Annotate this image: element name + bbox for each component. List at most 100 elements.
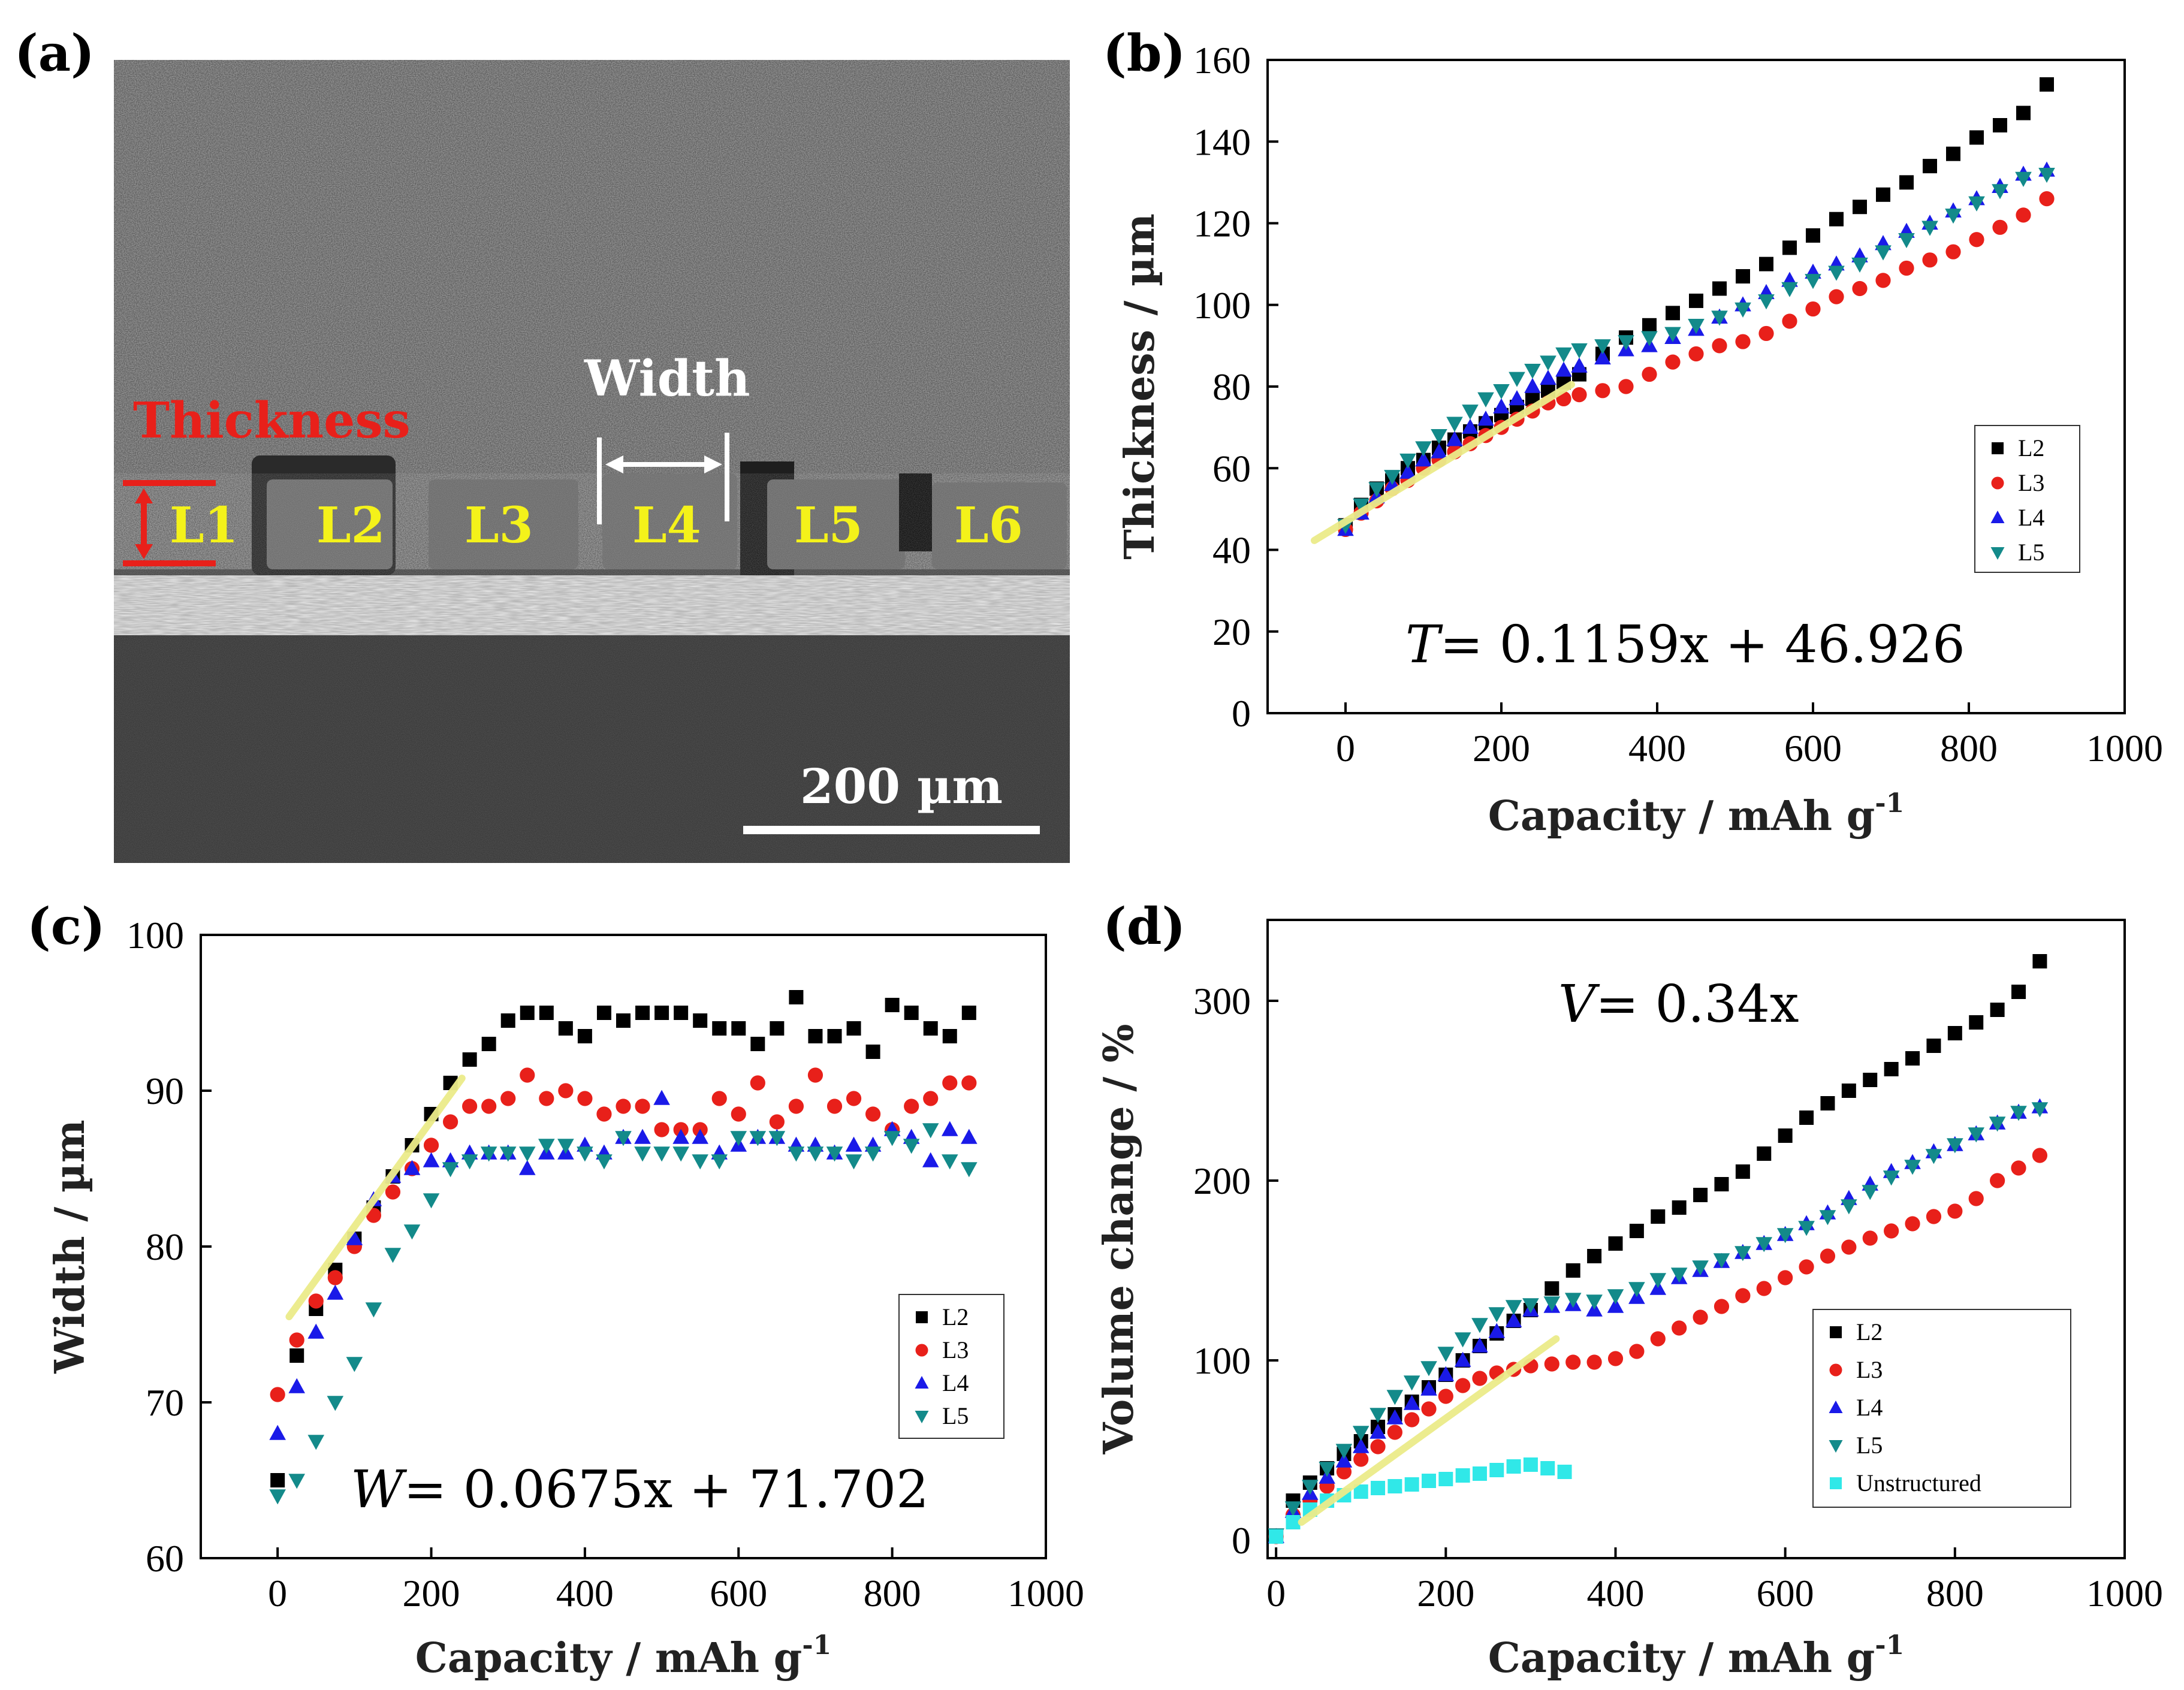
data-point bbox=[1370, 1439, 1386, 1454]
data-point bbox=[1586, 1354, 1602, 1370]
data-point bbox=[1387, 1425, 1402, 1440]
data-point bbox=[1368, 482, 1385, 497]
data-point bbox=[423, 1193, 440, 1209]
y-tick-label: 200 bbox=[1193, 1160, 1251, 1202]
legend-marker bbox=[915, 1376, 929, 1389]
data-point bbox=[731, 1106, 746, 1122]
data-point bbox=[1899, 175, 1914, 190]
data-point bbox=[558, 1021, 573, 1036]
data-point bbox=[1471, 1318, 1488, 1333]
data-point bbox=[789, 990, 804, 1004]
y-tick-label: 20 bbox=[1212, 611, 1251, 653]
data-point bbox=[1422, 1474, 1437, 1488]
data-point bbox=[1454, 1332, 1471, 1348]
data-point bbox=[1545, 1281, 1559, 1296]
data-point bbox=[1431, 443, 1447, 458]
sem-channels bbox=[114, 455, 1070, 581]
y-tick-label: 140 bbox=[1193, 120, 1251, 163]
data-point bbox=[1421, 1401, 1437, 1417]
data-point bbox=[672, 1128, 689, 1144]
data-point bbox=[845, 1136, 862, 1152]
sem-channel-texture bbox=[114, 473, 1070, 581]
data-point bbox=[942, 1075, 958, 1091]
panel-letter: (b) bbox=[1103, 23, 1185, 83]
lane-label-l6: L6 bbox=[954, 497, 1023, 554]
data-point bbox=[2011, 1160, 2026, 1176]
data-point bbox=[1649, 1273, 1667, 1288]
data-point bbox=[1471, 1337, 1488, 1353]
data-point bbox=[1586, 1294, 1603, 1310]
data-point bbox=[1564, 1293, 1582, 1308]
width-label: Width bbox=[584, 350, 750, 408]
data-point bbox=[1672, 1200, 1687, 1215]
data-point bbox=[635, 1006, 650, 1020]
legend: L2 L3 L4 L5 Unstructured bbox=[1812, 1309, 2071, 1508]
data-point bbox=[269, 1425, 286, 1440]
data-point bbox=[1571, 387, 1587, 403]
thickness-arrow-head-down bbox=[135, 544, 153, 559]
width-arrow-head-right bbox=[704, 455, 722, 473]
chart-thickness: (b) 0 200 400 600 800 1000 0 20 40 60 80 100 120 140 16… bbox=[1103, 23, 2163, 840]
data-point bbox=[1992, 219, 2008, 235]
data-point bbox=[1969, 1015, 1984, 1030]
data-point bbox=[577, 1146, 593, 1162]
data-point bbox=[1781, 282, 1798, 297]
data-point bbox=[1506, 1459, 1521, 1474]
data-point bbox=[1607, 1351, 1624, 1366]
data-point bbox=[346, 1357, 363, 1372]
data-point bbox=[1819, 1210, 1836, 1226]
data-point bbox=[1945, 209, 1962, 224]
data-point bbox=[653, 1146, 670, 1162]
data-point bbox=[941, 1154, 958, 1170]
legend-entry: L4 bbox=[2018, 504, 2044, 531]
width-arrow-head-left bbox=[605, 455, 623, 473]
y-axis-label: Thickness / µm bbox=[1116, 213, 1164, 560]
data-point bbox=[1353, 498, 1369, 514]
data-point bbox=[288, 1474, 306, 1489]
x-tick-label: 200 bbox=[1417, 1572, 1474, 1614]
x-tick-label: 0 bbox=[1336, 727, 1355, 769]
data-point bbox=[2038, 167, 2055, 183]
data-point bbox=[1565, 1263, 1580, 1278]
panel-a-letter: (a) bbox=[14, 23, 95, 83]
fit-line bbox=[1311, 381, 1575, 544]
data-point bbox=[1862, 1230, 1878, 1246]
data-point bbox=[1876, 187, 1890, 202]
y-tick-label: 100 bbox=[1193, 284, 1251, 327]
data-point bbox=[1989, 1116, 2006, 1132]
data-point bbox=[1446, 431, 1463, 446]
data-point bbox=[634, 1128, 651, 1144]
data-point bbox=[1968, 196, 1985, 212]
data-point bbox=[270, 1473, 285, 1487]
data-point bbox=[1437, 1366, 1455, 1381]
data-point bbox=[1670, 1268, 1688, 1283]
data-point bbox=[518, 1160, 536, 1175]
legend-marker bbox=[1991, 476, 2004, 490]
data-point bbox=[557, 1139, 574, 1154]
data-point bbox=[1688, 346, 1704, 362]
x-tick-label: 600 bbox=[1784, 727, 1842, 769]
data-point bbox=[1642, 366, 1657, 382]
data-point bbox=[1455, 1378, 1471, 1393]
data-point bbox=[2016, 207, 2031, 223]
sem-lower-texture bbox=[114, 635, 1070, 863]
data-point bbox=[1776, 1228, 1794, 1244]
data-point bbox=[289, 1332, 304, 1348]
data-point bbox=[712, 1021, 727, 1036]
x-tick-label: 0 bbox=[268, 1572, 287, 1614]
data-point bbox=[442, 1162, 459, 1178]
data-point bbox=[1734, 1246, 1751, 1262]
legend-marker bbox=[1829, 1363, 1842, 1377]
data-point bbox=[635, 1098, 650, 1114]
data-point bbox=[1863, 1073, 1878, 1087]
fit-equation: W= 0.0675x + 71.702 bbox=[351, 1460, 929, 1520]
data-point bbox=[1759, 256, 1773, 271]
data-point bbox=[1969, 130, 1984, 145]
data-point bbox=[922, 1152, 939, 1167]
data-point bbox=[1829, 289, 1844, 304]
sem-substrate-texture bbox=[114, 575, 1070, 635]
data-point bbox=[1735, 334, 1751, 349]
data-point bbox=[1488, 1323, 1506, 1338]
series-l5 bbox=[1268, 1102, 2049, 1544]
data-point bbox=[384, 1248, 402, 1263]
